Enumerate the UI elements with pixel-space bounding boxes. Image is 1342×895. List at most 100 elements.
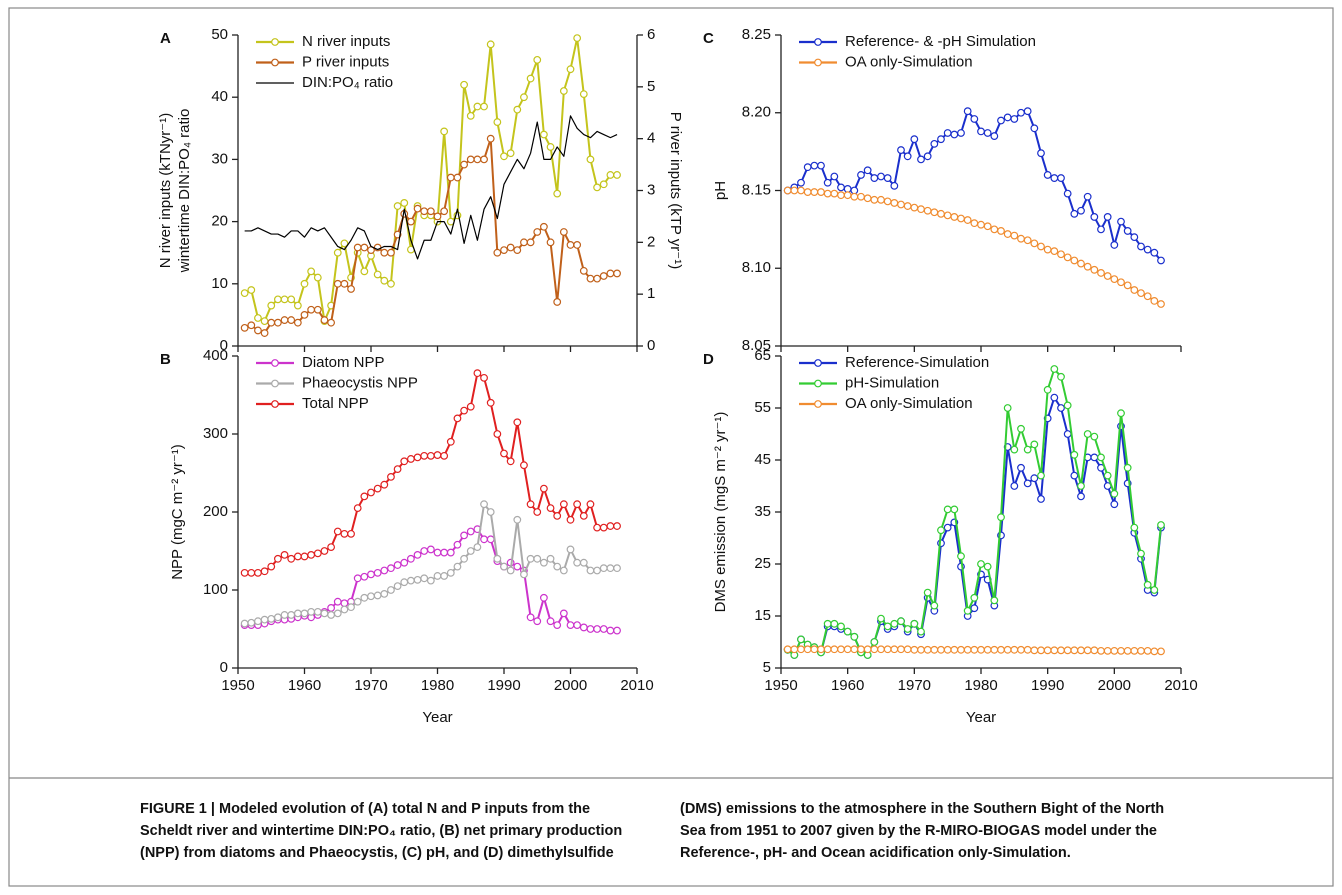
point [803, 645, 812, 654]
point [963, 645, 972, 654]
point [493, 118, 502, 126]
point [1123, 646, 1132, 655]
point [327, 604, 336, 612]
point [863, 166, 872, 175]
point [897, 146, 905, 154]
point [1030, 124, 1039, 133]
point [387, 564, 395, 573]
point [1070, 450, 1079, 459]
point [870, 645, 879, 654]
point [1023, 445, 1032, 454]
point [1050, 646, 1059, 655]
point [493, 554, 502, 563]
point [559, 228, 568, 236]
point [1117, 217, 1125, 226]
point [903, 625, 912, 633]
point [1037, 646, 1045, 655]
legend-marker [271, 38, 279, 46]
point [606, 269, 615, 278]
point [553, 298, 562, 306]
point [1037, 149, 1045, 158]
point [1077, 259, 1085, 268]
point [1103, 272, 1112, 280]
point [480, 155, 488, 164]
point [1090, 646, 1099, 655]
panel-label: B [160, 351, 171, 368]
point [413, 551, 422, 559]
point [1023, 645, 1032, 654]
point [1023, 107, 1032, 116]
point [1077, 482, 1085, 490]
point [917, 155, 925, 164]
point [466, 402, 475, 411]
point [1083, 646, 1092, 655]
point [613, 269, 621, 278]
legend-label: Phaeocystis NPP [302, 374, 418, 391]
point [897, 617, 905, 626]
y-axis-label: DMS emission (mgS m⁻² yr⁻¹) [712, 412, 729, 613]
point [990, 645, 999, 654]
point [407, 455, 415, 463]
point [850, 186, 859, 195]
point [380, 276, 389, 285]
point [970, 645, 979, 654]
point [790, 645, 799, 654]
point [307, 607, 316, 616]
point [1090, 432, 1099, 441]
point [526, 238, 535, 247]
y-tick-label: 65 [754, 347, 771, 364]
point [870, 195, 879, 204]
point [473, 155, 482, 164]
point [546, 504, 555, 513]
point [247, 568, 256, 577]
point [520, 461, 528, 470]
point [513, 562, 522, 571]
point [373, 484, 382, 493]
point [970, 593, 979, 602]
point [473, 369, 482, 378]
point [810, 645, 819, 654]
point [387, 473, 395, 481]
point [360, 267, 369, 276]
point [870, 174, 879, 182]
point [353, 574, 362, 583]
point [1070, 256, 1079, 265]
point [917, 645, 925, 654]
point [287, 554, 296, 563]
point [970, 115, 979, 123]
point [360, 593, 369, 602]
frame [8, 7, 1334, 887]
point [1137, 549, 1145, 558]
point [466, 111, 475, 120]
point [990, 596, 999, 605]
legend-label: Reference-Simulation [845, 354, 989, 371]
x-tick-label: 2010 [1164, 677, 1197, 694]
point [586, 155, 595, 164]
point [1143, 292, 1152, 301]
point [1137, 646, 1145, 655]
point [903, 152, 912, 161]
point [843, 645, 852, 654]
point [1077, 646, 1085, 655]
point [1017, 108, 1025, 117]
point [526, 74, 535, 83]
point [1150, 586, 1159, 594]
point [1063, 189, 1072, 198]
point [327, 611, 336, 619]
point [1030, 646, 1039, 655]
point [857, 192, 865, 201]
point [599, 564, 608, 573]
point [1017, 424, 1025, 433]
point [1003, 113, 1012, 122]
point [1090, 265, 1099, 274]
point [559, 87, 568, 95]
point [573, 500, 582, 509]
point [897, 200, 905, 209]
series-line [787, 396, 1162, 656]
point [1063, 430, 1072, 438]
point [863, 645, 872, 654]
point [977, 645, 985, 654]
point [333, 279, 342, 288]
point [293, 301, 302, 310]
point [300, 609, 309, 618]
